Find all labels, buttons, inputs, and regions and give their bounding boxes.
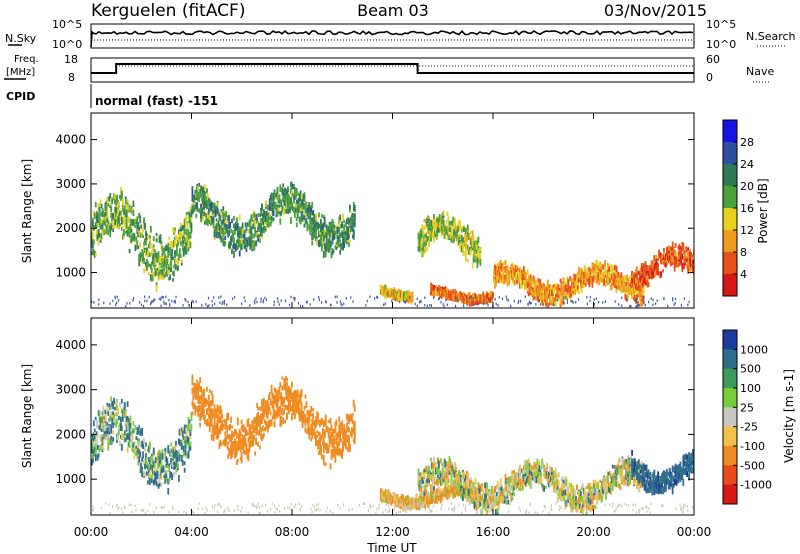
colorbar-tick-label: 25 bbox=[740, 401, 754, 414]
colorbar-tick-label: 28 bbox=[740, 136, 754, 149]
colorbar-tick-label: 1000 bbox=[740, 343, 768, 356]
colorbar-tick-label: 8 bbox=[740, 246, 747, 259]
echo-region bbox=[91, 187, 193, 292]
ytick-label: 2000 bbox=[55, 427, 86, 441]
colorbar-tick-label: 12 bbox=[740, 224, 754, 237]
ground-scatter bbox=[92, 502, 694, 515]
freq-unit: [MHz] bbox=[6, 67, 35, 78]
colorbar-tick-label: -25 bbox=[740, 421, 758, 434]
date-title: 03/Nov/2015 bbox=[604, 1, 707, 20]
nsky-panel bbox=[90, 23, 695, 49]
power-colorbar-label: Power [dB] bbox=[756, 178, 770, 243]
echo-region bbox=[91, 396, 193, 495]
echo-region bbox=[191, 181, 356, 259]
velocity-ylabel: Slant Range [km] bbox=[20, 364, 34, 468]
colorbar-tick-label: 24 bbox=[740, 158, 754, 171]
colorbar-swatch bbox=[723, 142, 737, 165]
ytick-label: 4000 bbox=[55, 133, 86, 147]
ytick-label: 3000 bbox=[55, 177, 86, 191]
echo-region bbox=[631, 448, 694, 496]
colorbar-swatch bbox=[723, 330, 737, 350]
xtick-label: 00:00 bbox=[677, 525, 712, 539]
colorbar-tick-label: 4 bbox=[740, 268, 747, 281]
nsearch-tick-top: 10^5 bbox=[706, 18, 736, 31]
colorbar-swatch bbox=[723, 368, 737, 389]
nsky-label: N.Sky bbox=[5, 32, 37, 45]
nsearch-tick-bottom: 10^0 bbox=[706, 38, 736, 51]
nsearch-label: N.Search bbox=[746, 30, 796, 43]
colorbar-tick-label: 100 bbox=[740, 382, 761, 395]
xtick-label: 08:00 bbox=[275, 525, 310, 539]
freq-tick-top: 18 bbox=[64, 53, 78, 66]
velocity-plot: 1000 2000 3000 4000 00:00 04:00 08:00 12:00 16:… bbox=[55, 113, 711, 539]
colorbar-tick-label: -500 bbox=[740, 459, 765, 472]
echo-region bbox=[379, 284, 414, 305]
colorbar-tick-label: 16 bbox=[740, 202, 754, 215]
ytick-label: 1000 bbox=[55, 266, 86, 280]
colorbar-swatch bbox=[723, 186, 737, 209]
ytick-label: 4000 bbox=[55, 338, 86, 352]
power-ylabel: Slant Range [km] bbox=[20, 159, 34, 263]
colorbar-swatch bbox=[723, 426, 737, 447]
colorbar-swatch bbox=[723, 120, 737, 143]
colorbar-swatch bbox=[723, 274, 737, 297]
station-title: Kerguelen (fitACF) bbox=[91, 1, 245, 21]
cpid-label: CPID bbox=[6, 90, 35, 103]
nsky-tick-top: 10^5 bbox=[52, 18, 82, 31]
colorbar-swatch bbox=[723, 446, 737, 466]
xtick-label: 04:00 bbox=[174, 525, 209, 539]
ytick-label: 1000 bbox=[55, 472, 86, 486]
echo-region bbox=[430, 282, 494, 307]
ytick-label: 2000 bbox=[55, 221, 86, 235]
colorbar-swatch bbox=[723, 388, 737, 408]
xtick-label: 20:00 bbox=[576, 525, 611, 539]
echo-region bbox=[493, 259, 645, 308]
nave-label: Nave bbox=[746, 65, 774, 78]
colorbar-swatch bbox=[723, 349, 737, 370]
ytick-label: 3000 bbox=[55, 383, 86, 397]
velocity-colorbar-label: Velocity [m s-1] bbox=[782, 369, 796, 463]
freq-label: Freq. bbox=[14, 54, 39, 65]
nave-tick-top: 60 bbox=[706, 53, 720, 66]
colorbar-swatch bbox=[723, 465, 737, 486]
echo-region bbox=[191, 374, 356, 470]
xtick-label: 16:00 bbox=[476, 525, 511, 539]
colorbar-swatch bbox=[723, 164, 737, 187]
colorbar-tick-label: 20 bbox=[740, 180, 754, 193]
echo-region bbox=[417, 210, 482, 269]
colorbar-swatch bbox=[723, 407, 737, 428]
power-plot: 1000 2000 3000 4000 bbox=[55, 112, 695, 309]
colorbar-tick-label: 500 bbox=[740, 363, 761, 376]
colorbar-swatch bbox=[723, 230, 737, 253]
freq-tick-bottom: 8 bbox=[68, 71, 75, 84]
colorbar-swatch bbox=[723, 252, 737, 275]
freq-panel bbox=[90, 57, 695, 83]
beam-title: Beam 03 bbox=[357, 1, 429, 20]
nave-tick-bottom: 0 bbox=[706, 71, 713, 84]
velocity-colorbar: 1000 500 100 25 -25 -100 -500 -1000 bbox=[722, 329, 772, 505]
xtick-label: 00:00 bbox=[74, 525, 109, 539]
colorbar-swatch bbox=[723, 208, 737, 231]
echo-region bbox=[631, 241, 694, 291]
ground-scatter bbox=[91, 295, 690, 308]
cpid-value: normal (fast) -151 bbox=[95, 94, 218, 108]
colorbar-swatch bbox=[723, 484, 737, 505]
xtick-label: 12:00 bbox=[375, 525, 410, 539]
xaxis-label: Time UT bbox=[366, 541, 417, 554]
power-colorbar: 28 24 20 16 12 8 4 bbox=[722, 119, 754, 297]
colorbar-tick-label: -100 bbox=[740, 440, 765, 453]
colorbar-tick-label: -1000 bbox=[740, 479, 772, 492]
nsky-tick-bottom: 10^0 bbox=[52, 38, 82, 51]
